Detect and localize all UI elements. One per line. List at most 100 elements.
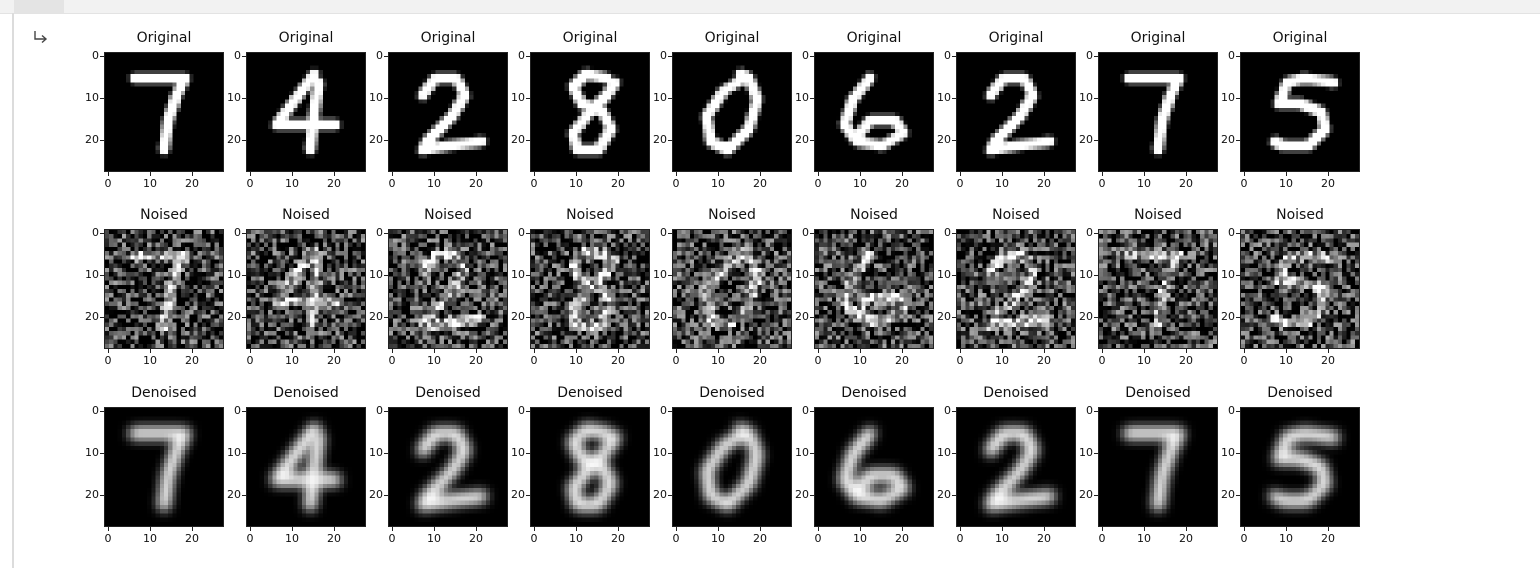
cell-gutter [14,0,64,13]
x-tick-mark [860,349,861,353]
y-tick-mark [952,233,956,234]
denoised-digit-image [814,407,934,527]
y-tick-label: 20 [653,133,667,146]
x-tick-mark [1002,349,1003,353]
x-tick-mark [1002,527,1003,531]
y-tick-mark [952,411,956,412]
y-tick-mark [526,233,530,234]
x-tick-label: 0 [1240,354,1248,367]
y-tick-label: 20 [227,133,241,146]
x-tick-label: 10 [853,532,867,545]
y-tick-mark [384,233,388,234]
x-tick-label: 0 [1240,177,1248,190]
y-tick-label: 20 [85,310,99,323]
output-arrow-icon[interactable] [32,28,50,46]
x-tick-mark [292,349,293,353]
y-tick-mark [668,495,672,496]
y-tick-label: 10 [653,268,667,281]
x-tick-label: 10 [427,532,441,545]
y-tick-mark [952,56,956,57]
y-tick-label: 0 [944,226,951,239]
x-tick-label: 20 [469,354,483,367]
x-tick-label: 0 [388,532,396,545]
y-tick-label: 20 [511,310,525,323]
x-tick-label: 20 [1037,532,1051,545]
subplot-title: Noised [850,207,898,223]
x-tick-mark [434,172,435,176]
x-tick-label: 10 [711,354,725,367]
y-tick-mark [384,495,388,496]
y-tick-label: 20 [369,133,383,146]
subplot-title: Original [1130,30,1186,46]
y-tick-label: 10 [511,446,525,459]
x-tick-label: 10 [1279,354,1293,367]
y-tick-mark [1236,317,1240,318]
x-tick-mark [250,349,251,353]
x-tick-label: 0 [246,177,254,190]
y-tick-mark [810,233,814,234]
x-tick-label: 10 [143,532,157,545]
noised-digit-image [1098,229,1218,349]
x-tick-mark [1044,527,1045,531]
x-tick-label: 10 [1279,177,1293,190]
x-tick-mark [818,349,819,353]
y-tick-label: 0 [92,226,99,239]
x-tick-mark [192,172,193,176]
x-tick-label: 10 [995,354,1009,367]
y-tick-mark [242,453,246,454]
y-tick-label: 10 [653,446,667,459]
x-tick-label: 0 [104,177,112,190]
x-tick-label: 10 [1137,532,1151,545]
x-tick-mark [1002,172,1003,176]
x-tick-label: 0 [814,177,822,190]
y-tick-mark [100,98,104,99]
x-tick-label: 20 [1179,354,1193,367]
x-tick-label: 20 [611,354,625,367]
x-tick-mark [718,527,719,531]
x-tick-mark [476,349,477,353]
x-tick-mark [818,527,819,531]
y-tick-mark [810,453,814,454]
x-tick-label: 0 [388,177,396,190]
y-tick-label: 20 [937,488,951,501]
y-tick-label: 20 [511,133,525,146]
x-tick-mark [1102,527,1103,531]
x-tick-mark [1044,349,1045,353]
x-tick-label: 20 [469,177,483,190]
y-tick-mark [384,453,388,454]
original-digit-image [104,52,224,172]
y-tick-mark [1236,233,1240,234]
x-tick-label: 10 [853,354,867,367]
y-tick-label: 0 [376,49,383,62]
original-digit-image [956,52,1076,172]
x-tick-label: 0 [956,532,964,545]
subplot-title: Original [846,30,902,46]
y-tick-label: 0 [1086,404,1093,417]
x-tick-label: 0 [104,354,112,367]
y-tick-mark [810,140,814,141]
x-tick-label: 10 [569,177,583,190]
x-tick-mark [1328,527,1329,531]
x-tick-label: 20 [1321,354,1335,367]
x-tick-label: 0 [1098,354,1106,367]
x-tick-label: 20 [1179,177,1193,190]
denoised-digit-image [1240,407,1360,527]
x-tick-label: 10 [1137,177,1151,190]
y-tick-mark [384,411,388,412]
x-tick-label: 10 [853,177,867,190]
x-tick-mark [108,172,109,176]
x-tick-mark [1186,172,1187,176]
y-tick-label: 10 [1079,268,1093,281]
x-tick-label: 20 [611,532,625,545]
x-tick-label: 0 [814,354,822,367]
subplot-title: Noised [282,207,330,223]
y-tick-mark [100,453,104,454]
x-tick-label: 20 [895,532,909,545]
subplot-title: Original [420,30,476,46]
y-tick-mark [100,56,104,57]
y-tick-label: 10 [511,91,525,104]
y-tick-mark [100,233,104,234]
x-tick-label: 0 [530,354,538,367]
x-tick-mark [718,172,719,176]
y-tick-label: 10 [1079,446,1093,459]
